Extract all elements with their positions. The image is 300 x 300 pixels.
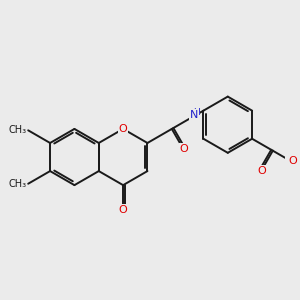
Text: CH₃: CH₃ bbox=[9, 125, 27, 135]
Text: N: N bbox=[190, 110, 198, 120]
Text: O: O bbox=[179, 144, 188, 154]
Text: H: H bbox=[193, 108, 200, 117]
Text: CH₃: CH₃ bbox=[9, 179, 27, 189]
Text: O: O bbox=[257, 166, 266, 176]
Text: O: O bbox=[119, 124, 128, 134]
Text: O: O bbox=[288, 156, 297, 166]
Text: O: O bbox=[119, 205, 128, 215]
